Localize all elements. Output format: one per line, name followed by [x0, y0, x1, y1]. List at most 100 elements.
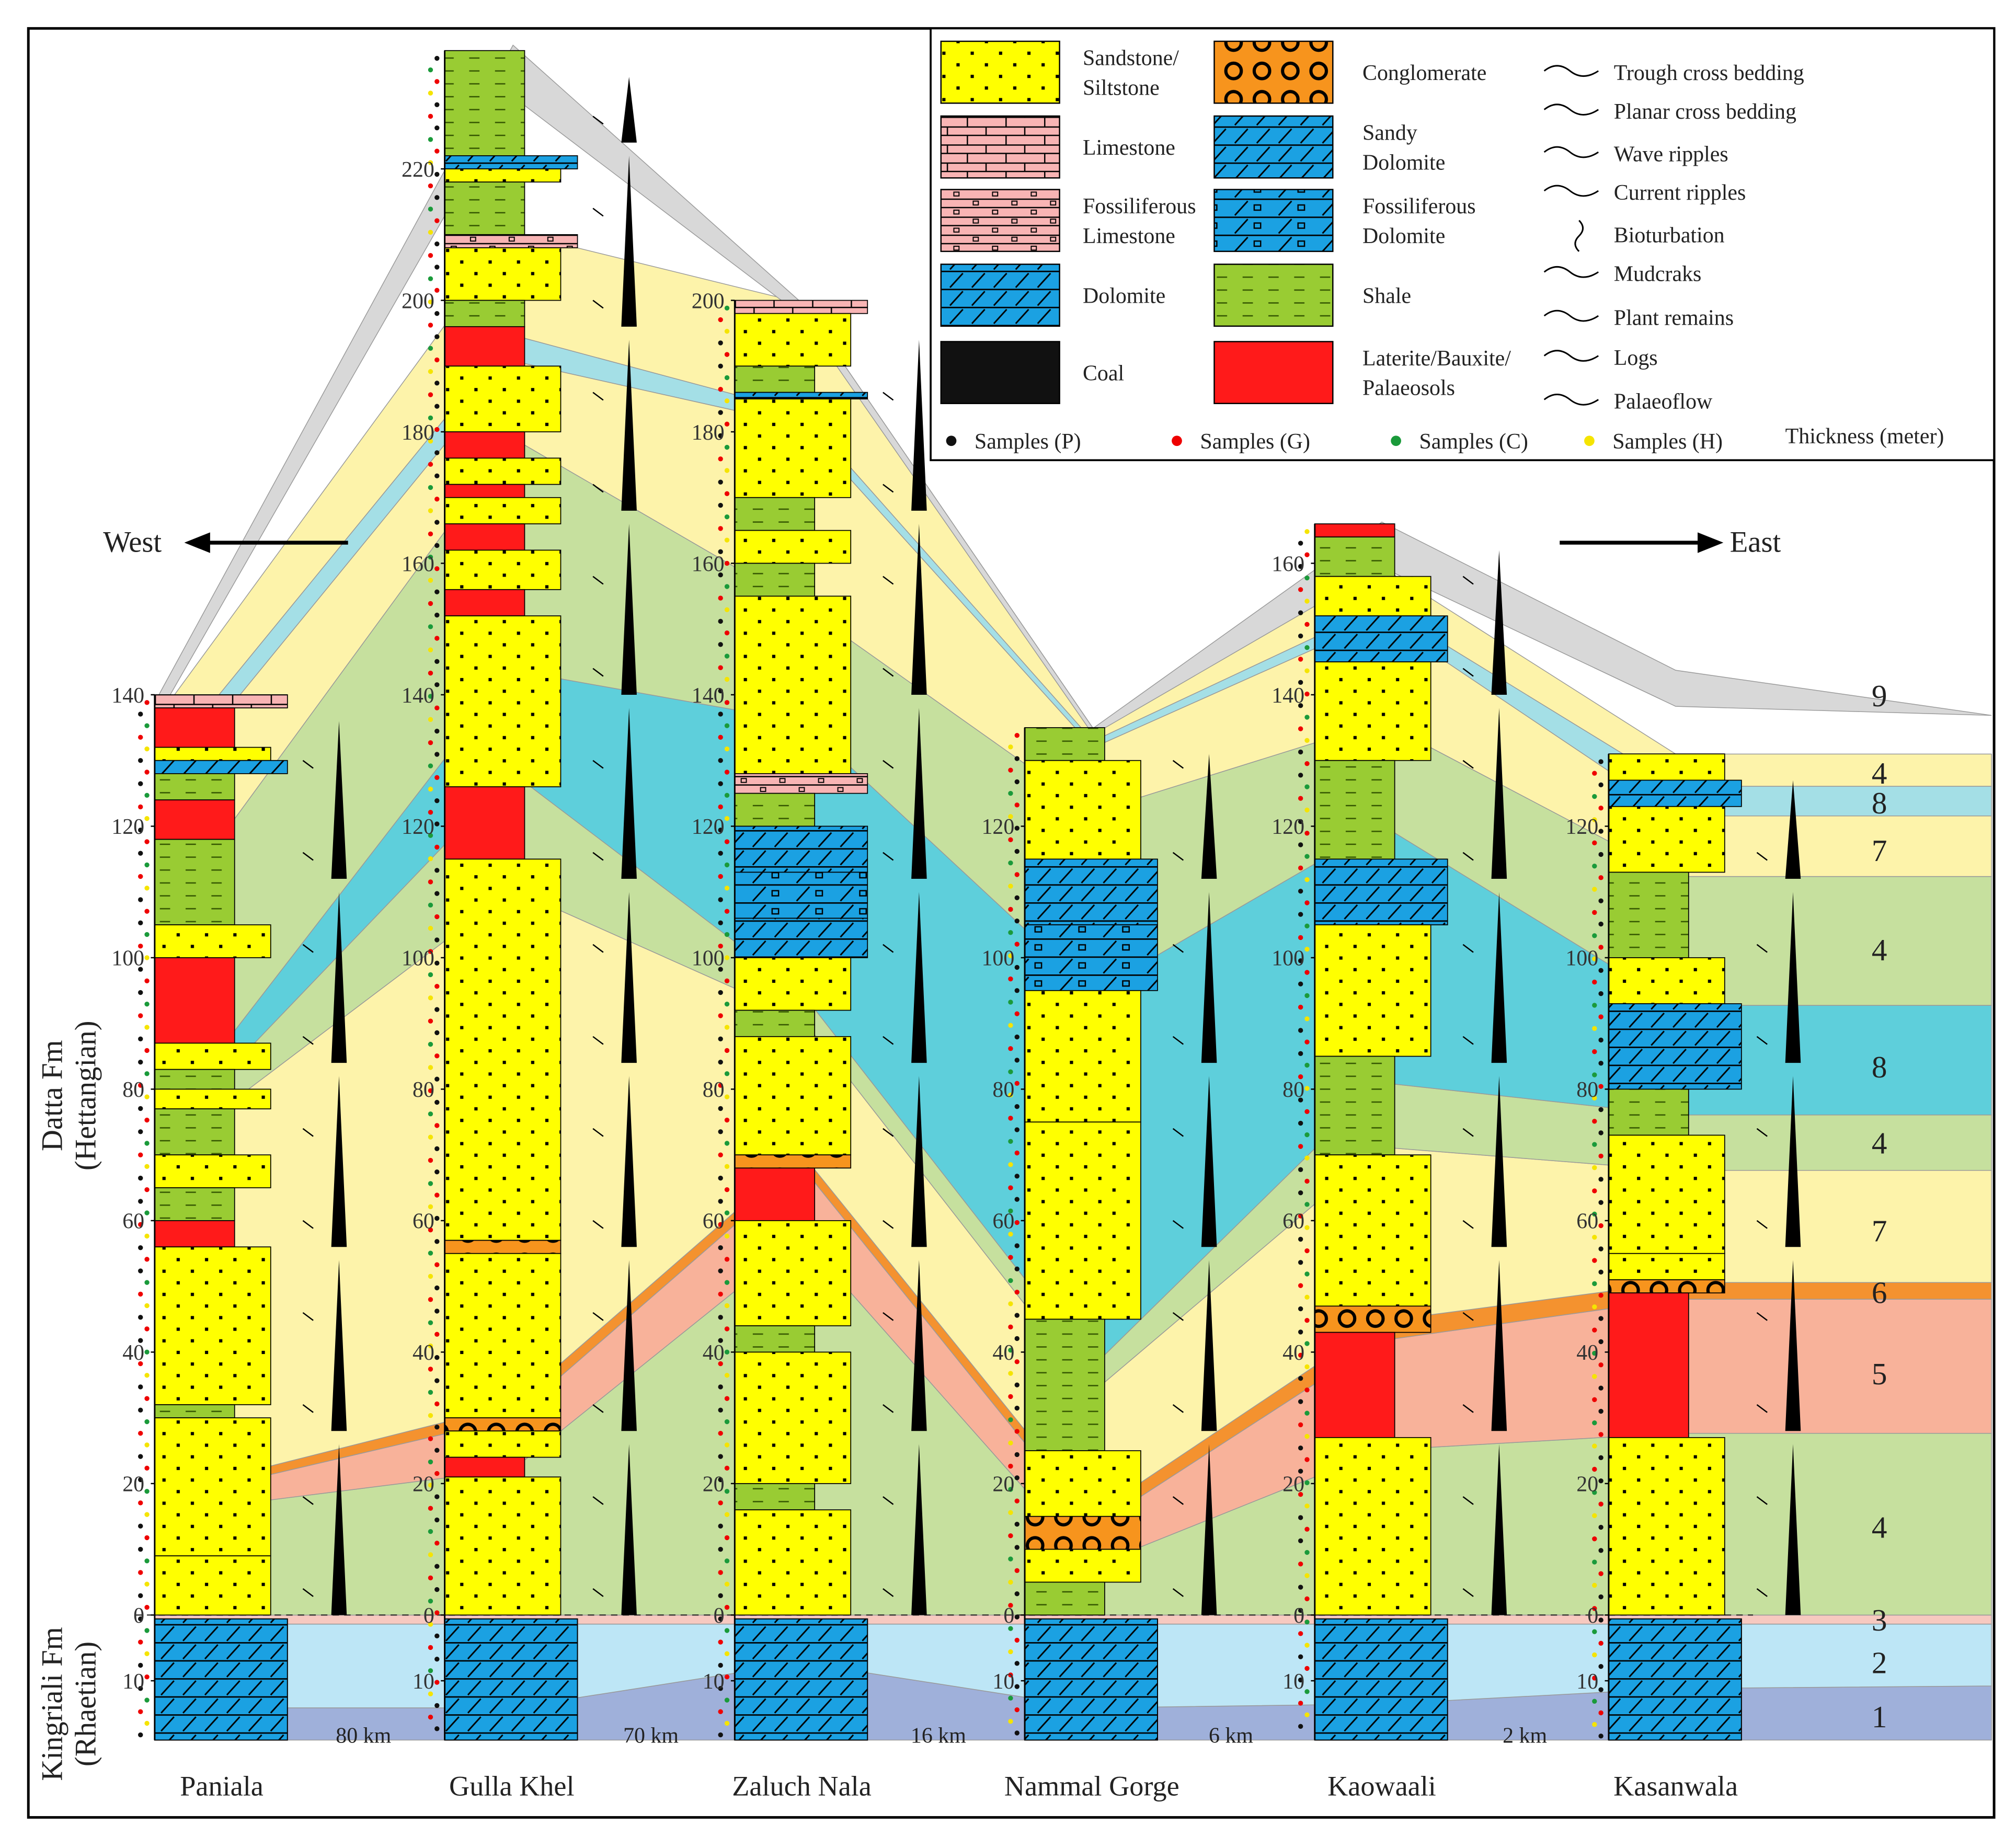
sample-dot	[724, 1373, 730, 1378]
sample-dot	[1592, 1397, 1597, 1403]
sample-dot	[144, 700, 150, 705]
sample-dot	[718, 1500, 723, 1506]
sample-dot	[138, 1175, 143, 1181]
unit-label: 4	[1872, 933, 1887, 967]
sample-dot	[1592, 1142, 1597, 1147]
bed	[734, 1220, 852, 1326]
tick-label: 0	[1293, 1604, 1304, 1628]
unit-label: 2	[1872, 1645, 1887, 1680]
kingriali-dolomite	[444, 1618, 578, 1741]
bed	[1024, 1516, 1141, 1550]
sample-dot	[724, 1117, 730, 1123]
bed	[1608, 1437, 1725, 1616]
sample-dot	[718, 781, 723, 786]
sample-dot	[434, 125, 440, 131]
sample-dot	[138, 1686, 143, 1691]
bed	[1024, 1450, 1141, 1517]
bed	[444, 1240, 562, 1254]
palaeoflow	[1172, 852, 1184, 861]
bed	[1608, 871, 1689, 958]
palaeoflow	[883, 1496, 894, 1505]
sample-dot	[144, 723, 150, 728]
sample-dot	[434, 914, 440, 920]
sample-dot	[1598, 1362, 1603, 1368]
sample-dot	[1014, 1452, 1020, 1458]
sample-dot	[1014, 942, 1020, 947]
sample-dot	[724, 932, 730, 937]
bed	[734, 1154, 852, 1169]
sample-dot	[144, 1117, 150, 1123]
sample-dot	[1298, 587, 1303, 592]
sample-dot	[718, 1454, 723, 1459]
palaeoflow	[592, 1588, 604, 1597]
sample-dot	[718, 549, 723, 554]
sample-dot	[718, 433, 723, 439]
sample-dot	[434, 1030, 440, 1036]
sample-dot	[428, 1413, 433, 1418]
bed	[444, 484, 525, 498]
sample-dot	[434, 1564, 440, 1569]
sample-dot	[428, 1157, 433, 1163]
sample-dot	[1598, 782, 1603, 788]
tick-label: 40	[992, 1341, 1014, 1365]
sample-dot	[724, 1512, 730, 1517]
palaeoflow	[883, 1036, 894, 1045]
sample-dot	[718, 572, 723, 578]
sample-dot	[718, 920, 723, 926]
sample-dot	[1592, 933, 1597, 938]
sample-dot	[428, 1134, 433, 1140]
sample-dot	[718, 1361, 723, 1367]
legend-label: Sandy	[1362, 121, 1417, 145]
structure-label: Logs	[1614, 346, 1658, 370]
bed	[154, 957, 235, 1044]
palaeoflow	[1756, 1220, 1768, 1229]
tick-label: 140	[1272, 684, 1304, 708]
sample-dot	[428, 1297, 433, 1302]
sample-dot	[1598, 806, 1603, 811]
tick-label: 80	[1282, 1078, 1304, 1102]
sample-dot	[1008, 1533, 1013, 1539]
palaeoflow	[1172, 1312, 1184, 1321]
bed	[1314, 924, 1431, 1057]
trend-spindle	[621, 892, 637, 1063]
sample-dot	[1598, 1734, 1603, 1739]
sample-dot	[428, 1691, 433, 1696]
sample-dot	[724, 514, 730, 520]
unit-label: 1	[1872, 1700, 1887, 1734]
sample-dot	[1598, 1223, 1603, 1229]
sample-dot	[1592, 1165, 1597, 1171]
sample-dot	[1304, 1596, 1310, 1601]
trend-spindle	[331, 1076, 347, 1247]
sample-dot	[1304, 1271, 1310, 1277]
sample-dot	[718, 665, 723, 670]
sample-dot	[1014, 1405, 1020, 1411]
formation-label: Kingriali Fm	[36, 1627, 68, 1781]
tick-label: 0	[423, 1604, 434, 1628]
sample-symbol	[1172, 435, 1182, 446]
sample-dot	[434, 868, 440, 873]
sample-dot	[724, 421, 730, 427]
unit-label: 6	[1872, 1276, 1887, 1310]
sample-dot	[138, 804, 143, 810]
sample-dot	[434, 1587, 440, 1592]
sample-dot	[1598, 1710, 1603, 1716]
sample-dot	[1014, 1011, 1020, 1016]
sample-dot	[1298, 1028, 1303, 1033]
sample-dot	[718, 1593, 723, 1599]
sample-dot	[1014, 988, 1020, 993]
sample-dot	[1598, 1037, 1603, 1043]
sample-dot	[138, 1431, 143, 1436]
sample-dot	[1592, 1281, 1597, 1287]
sample-dot	[428, 439, 433, 444]
sample-dot	[1298, 981, 1303, 986]
sample-dot	[138, 967, 143, 972]
sample-dot	[144, 793, 150, 798]
sample-dot	[1304, 784, 1310, 789]
sample-dot	[428, 995, 433, 1001]
sample-dot	[144, 1604, 150, 1610]
sample-dot	[724, 862, 730, 868]
legend-label: Palaeosols	[1362, 376, 1455, 400]
sample-dot	[428, 299, 433, 305]
sample-dot	[138, 1500, 143, 1506]
sample-dot	[718, 874, 723, 879]
